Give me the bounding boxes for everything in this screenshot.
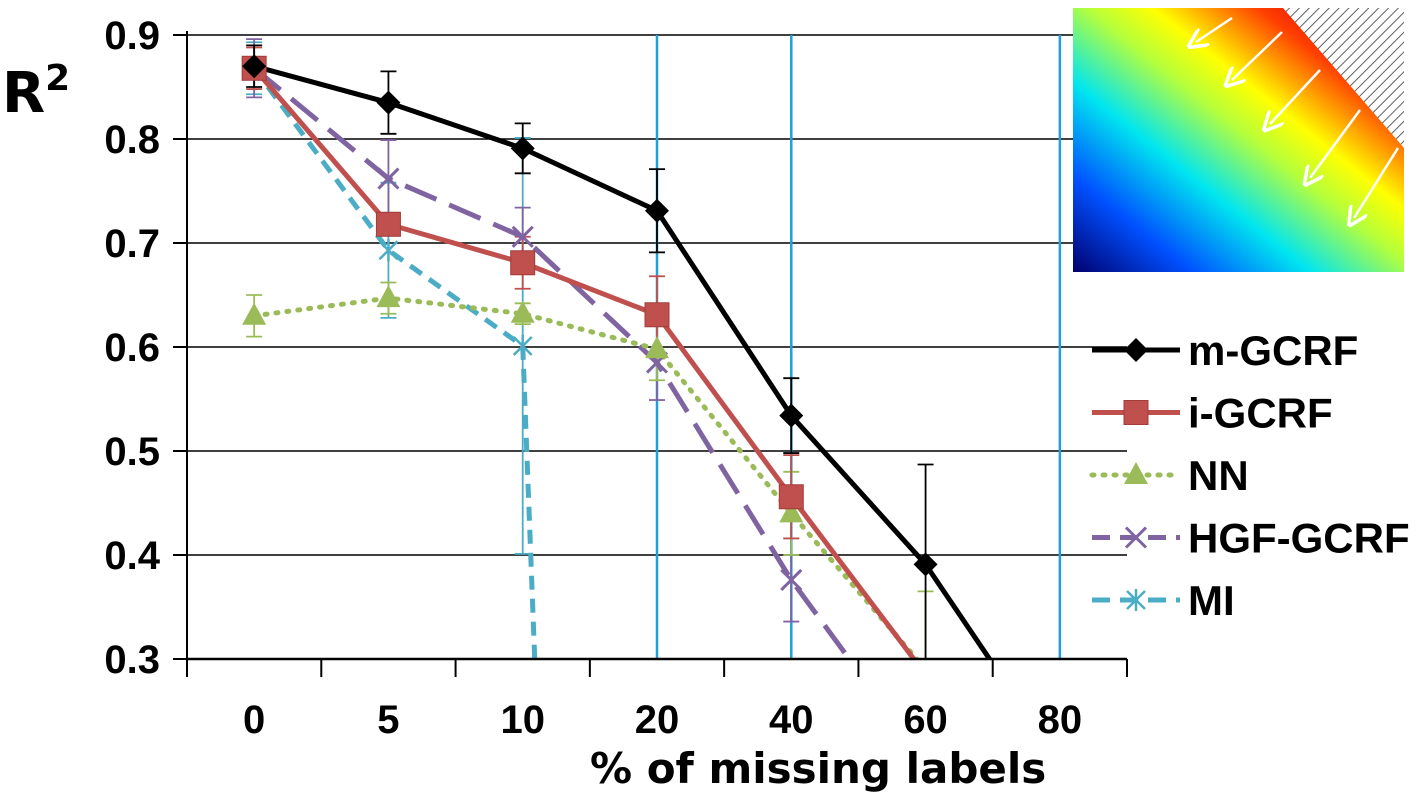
x-tick-label: 80 — [1038, 698, 1083, 742]
legend-label: HGF-GCRF — [1188, 515, 1410, 562]
y-axis-title-base: R — [2, 61, 45, 126]
i-gcrf-line — [252, 66, 918, 660]
m-gcrf-point — [376, 90, 401, 115]
mi-line — [252, 66, 538, 660]
i-gcrf-point — [375, 211, 401, 237]
x-tick-label: 20 — [635, 698, 680, 742]
inset-arrow — [1232, 31, 1283, 80]
inset-hatched-corner — [1283, 8, 1404, 148]
y-tick-label: 0.9 — [104, 14, 160, 58]
legend-item-i-gcrf: i-GCRF — [1092, 390, 1333, 437]
legend-label: MI — [1188, 577, 1235, 624]
m-gcrf-point — [779, 403, 804, 428]
nn-point — [376, 285, 401, 308]
hgf-gcrf-point — [1124, 526, 1148, 549]
y-tick-label: 0.3 — [104, 638, 160, 682]
x-tick-labels: 0 5 10 20 40 60 80 — [243, 698, 1082, 742]
y-axis-title: R2 — [2, 58, 70, 126]
series-markers — [241, 54, 938, 592]
mi-point — [378, 239, 399, 262]
y-tick-label: 0.5 — [104, 430, 160, 474]
mi-point — [512, 334, 533, 357]
nn-line — [251, 295, 921, 660]
x-tick-label: 60 — [903, 698, 948, 742]
nn-point — [242, 302, 267, 325]
inset-arrow — [1354, 147, 1400, 218]
mi-point — [1126, 589, 1146, 611]
legend-item-mi: MI — [1092, 577, 1235, 624]
m-gcrf-point — [1124, 338, 1148, 362]
axes — [173, 31, 1128, 677]
hgf-gcrf-point — [780, 568, 803, 592]
x-tick-label: 5 — [377, 698, 399, 742]
inset-arrow — [1270, 69, 1321, 124]
i-gcrf-point — [644, 302, 670, 328]
x-tick-label: 0 — [243, 698, 265, 742]
m-gcrf-point — [913, 552, 938, 577]
nn-point — [645, 336, 669, 359]
m-gcrf-point — [645, 198, 669, 223]
inset-map — [1073, 8, 1404, 272]
i-gcrf-point — [1123, 400, 1149, 425]
nn-point — [779, 500, 804, 523]
legend-label: m-GCRF — [1188, 327, 1358, 374]
hgf-gcrf-line — [252, 66, 854, 660]
y-tick-labels: 0.9 0.8 0.7 0.6 0.5 0.4 0.3 — [104, 14, 160, 682]
legend-label: i-GCRF — [1188, 390, 1333, 437]
hgf-gcrf-point — [511, 225, 534, 248]
legend-label: NN — [1188, 452, 1249, 499]
x-tick-label: 10 — [500, 698, 545, 742]
inset-arrow — [1310, 109, 1362, 178]
legend-item-nn: NN — [1089, 452, 1249, 499]
legend-item-hgf-gcrf: HGF-GCRF — [1092, 515, 1410, 562]
x-axis-title: % of missing labels — [590, 744, 1046, 793]
x-tick-label: 40 — [769, 698, 814, 742]
y-tick-label: 0.6 — [104, 326, 160, 370]
i-gcrf-point — [778, 484, 804, 510]
y-axis-title-sup: 2 — [45, 58, 70, 99]
m-gcrf-point — [242, 54, 267, 79]
m-gcrf-point — [510, 136, 535, 161]
i-gcrf-point — [510, 250, 536, 276]
nn-point — [1124, 462, 1148, 484]
nn-point — [510, 300, 535, 323]
legend-item-m-gcrf: m-GCRF — [1092, 327, 1358, 374]
y-tick-label: 0.8 — [104, 118, 160, 162]
y-tick-label: 0.4 — [104, 534, 160, 578]
y-tick-label: 0.7 — [104, 222, 160, 266]
inset-arrows — [1196, 16, 1400, 218]
legend: m-GCRF i-GCRF NN HGF-GCRF MI — [1089, 327, 1410, 624]
inset-arrow — [1196, 16, 1233, 42]
hgf-gcrf-point — [377, 167, 400, 190]
